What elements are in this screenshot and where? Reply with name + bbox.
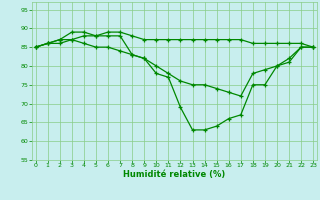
X-axis label: Humidité relative (%): Humidité relative (%)	[123, 170, 226, 179]
